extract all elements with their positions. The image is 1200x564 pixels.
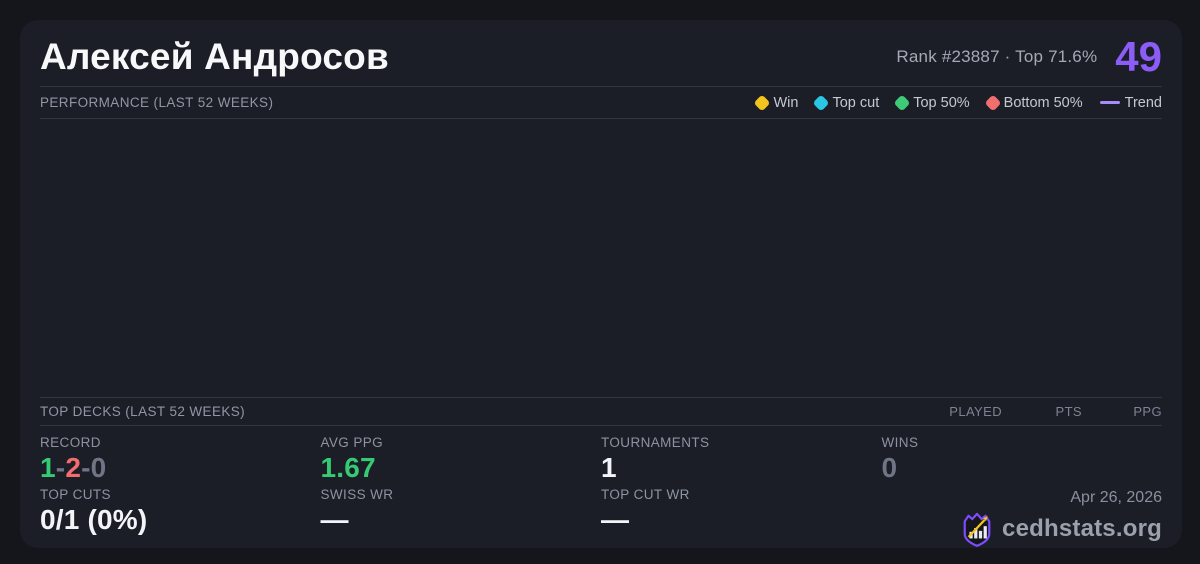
tournaments-value: 1 (601, 452, 617, 484)
stats-grid: RECORD 1-2-0 AVG PPG 1.67 TOURNAMENTS 1 … (40, 426, 1162, 548)
column-header-played: PLAYED (949, 404, 1002, 420)
divider (40, 425, 1162, 427)
stat-avg-ppg: AVG PPG 1.67 (321, 435, 602, 484)
legend-item-win[interactable]: Win (753, 94, 798, 111)
performance-chart-area (40, 119, 1162, 397)
top-cut-wr-value: — (601, 504, 630, 535)
divider (40, 118, 1162, 119)
player-name: Алексей Андросов (40, 36, 389, 77)
wins-value: 0 (881, 452, 898, 484)
performance-title: PERFORMANCE (LAST 52 WEEKS) (40, 95, 274, 110)
column-header-pts: PTS (1055, 404, 1082, 420)
divider (40, 397, 1162, 399)
stat-top-cuts: TOP CUTS 0/1 (0%) (40, 487, 321, 548)
footer-block: Apr 26, 2026 cedhstats.org (882, 487, 1162, 548)
legend-item-top-50[interactable]: Top 50% (893, 94, 970, 111)
brand-name: cedhstats.org (1002, 515, 1162, 542)
stat-swiss-wr: SWISS WR — (321, 487, 602, 548)
player-stats-card: Алексей Андросов Rank #23887 · Top 71.6%… (20, 20, 1182, 548)
rank-summary: Rank #23887 · Top 71.6% (896, 47, 1098, 66)
card-header: Алексей Андросов Rank #23887 · Top 71.6%… (40, 20, 1162, 86)
top-decks-title: TOP DECKS (LAST 52 WEEKS) (40, 404, 246, 420)
win-dot-icon (753, 94, 771, 111)
chart-legend: Win Top cut Top 50% Bottom 50% Trend (753, 94, 1162, 111)
stat-wins: WINS 0 (882, 435, 1163, 484)
performance-section-header: PERFORMANCE (LAST 52 WEEKS) Win Top cut … (40, 87, 1162, 118)
brand-link[interactable]: cedhstats.org (960, 510, 1162, 548)
top-cuts-value: 0/1 (0%) (40, 504, 148, 535)
legend-item-trend[interactable]: Trend (1099, 95, 1162, 111)
trend-line-icon (1099, 101, 1120, 104)
legend-item-bottom-50[interactable]: Bottom 50% (984, 94, 1083, 111)
avg-ppg-value: 1.67 (320, 452, 376, 484)
cedhstats-logo-icon (963, 512, 991, 547)
column-header-ppg: PPG (1133, 404, 1162, 420)
divider (40, 86, 1162, 87)
snapshot-date: Apr 26, 2026 (1070, 489, 1162, 506)
top-cut-dot-icon (812, 94, 830, 111)
top-decks-columns: PLAYED PTS PPG (922, 404, 1162, 419)
bottom-50-dot-icon (984, 94, 1002, 111)
stat-top-cut-wr: TOP CUT WR — (601, 487, 882, 548)
stat-record: RECORD 1-2-0 (40, 435, 321, 484)
header-right: Rank #23887 · Top 71.6% 49 (896, 36, 1162, 78)
score-value: 49 (1115, 33, 1162, 80)
swiss-wr-value: — (320, 504, 349, 535)
record-value: 1-2-0 (40, 452, 107, 484)
stat-tournaments: TOURNAMENTS 1 (601, 435, 882, 484)
top-50-dot-icon (893, 94, 911, 111)
top-decks-section-header: TOP DECKS (LAST 52 WEEKS) PLAYED PTS PPG (40, 398, 1162, 425)
legend-item-top-cut[interactable]: Top cut (812, 94, 879, 111)
